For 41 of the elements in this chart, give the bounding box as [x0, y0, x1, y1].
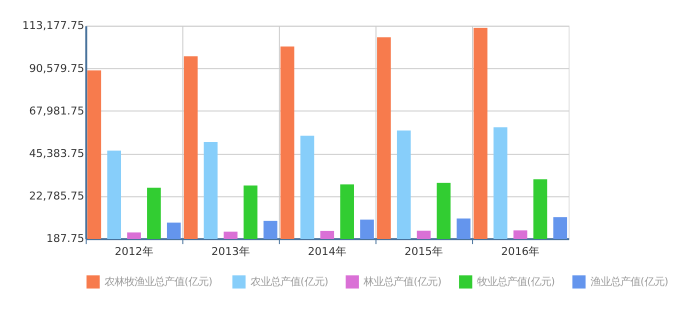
bar — [107, 150, 122, 240]
bar — [127, 232, 141, 240]
y-tick-label: 22,785.75 — [29, 190, 84, 203]
bar — [147, 188, 161, 240]
bar — [244, 186, 258, 240]
x-tick-label: 2016年 — [501, 244, 540, 258]
bar — [184, 56, 198, 240]
bar — [360, 220, 374, 240]
y-tick-label: 90,579.75 — [29, 62, 84, 75]
legend-label: 农业总产值(亿元) — [250, 276, 328, 288]
bar — [320, 230, 334, 240]
bar — [300, 136, 314, 240]
bar — [494, 127, 508, 240]
bar — [553, 217, 568, 240]
bar — [456, 218, 470, 240]
y-tick-label: 113,177.75 — [22, 19, 84, 32]
x-tick-label: 2012年 — [114, 244, 154, 258]
bar — [204, 142, 218, 240]
bar — [87, 70, 102, 240]
x-tick-label: 2014年 — [308, 244, 346, 258]
bar — [513, 230, 528, 240]
bar — [264, 220, 278, 240]
bar — [224, 232, 238, 240]
bar — [474, 28, 488, 240]
legend-label: 渔业总产值(亿元) — [590, 276, 668, 288]
legend-label: 牧业总产值(亿元) — [476, 276, 556, 288]
bar — [280, 46, 294, 240]
bar — [436, 182, 451, 240]
bar — [396, 130, 411, 240]
x-tick-label: 2015年 — [404, 244, 444, 258]
bar — [340, 184, 354, 240]
y-tick-label: 187.75 — [46, 232, 84, 246]
y-tick-label: 67,981.75 — [29, 104, 84, 118]
legend-label: 林业总产值(亿元) — [362, 276, 442, 288]
bar — [416, 230, 431, 240]
legend-label: 农林牧渔业总产值(亿元) — [104, 276, 213, 288]
bar — [166, 222, 181, 240]
bar — [533, 179, 548, 240]
x-tick-label: 2013年 — [211, 244, 250, 258]
y-tick-label: 45,383.75 — [29, 146, 84, 160]
bar — [377, 37, 391, 240]
